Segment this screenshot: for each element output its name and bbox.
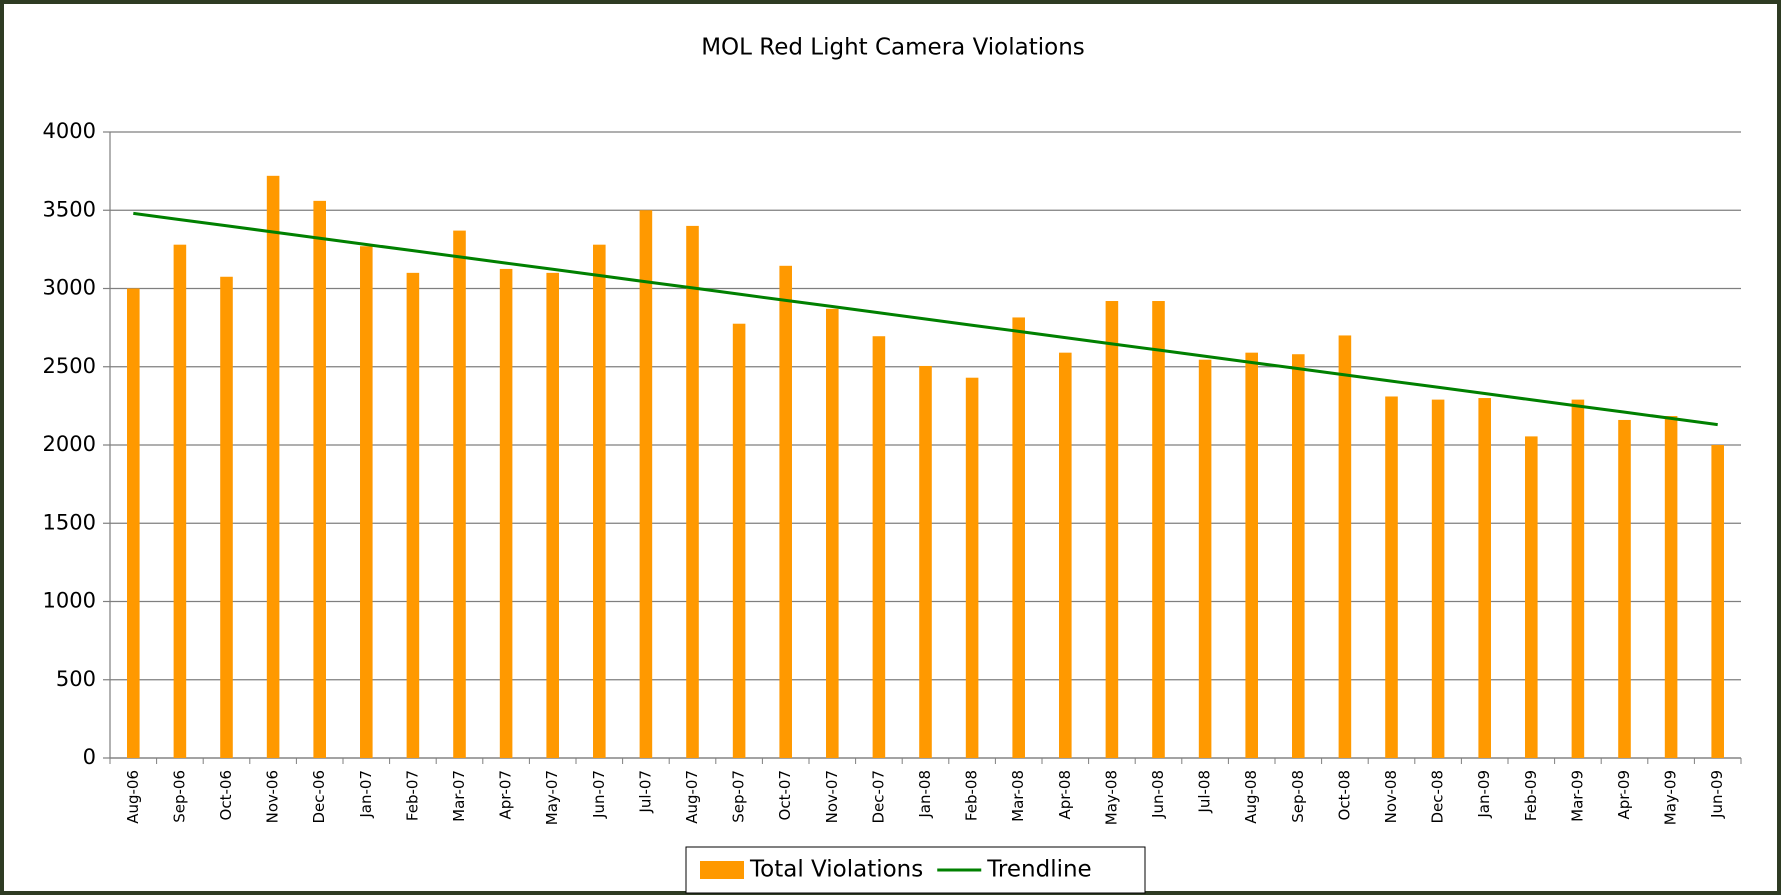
bar [1664, 416, 1678, 758]
x-tick-label: Jan-07 [357, 770, 375, 819]
x-tick-label: Mar-08 [1009, 770, 1027, 822]
bar [1152, 301, 1165, 758]
bar [1711, 445, 1724, 758]
x-tick-label: May-09 [1662, 770, 1680, 825]
x-tick-label: Jul-07 [636, 770, 654, 814]
bar [313, 200, 326, 759]
x-tick-label: Sep-08 [1289, 770, 1307, 823]
x-tick-label: Jun-08 [1149, 770, 1167, 819]
bar [593, 244, 606, 758]
x-tick-label: Mar-07 [450, 770, 468, 822]
bar [173, 244, 187, 758]
x-tick-label: Feb-07 [403, 770, 421, 821]
bar [919, 365, 932, 758]
bar [266, 175, 280, 758]
bar [453, 230, 466, 759]
x-tick-label: Jan-08 [916, 770, 934, 819]
x-tick-label: Jul-08 [1196, 770, 1214, 814]
y-tick-label: 3500 [43, 197, 96, 221]
bar [546, 272, 559, 758]
bar [220, 276, 233, 758]
bar [499, 268, 513, 758]
y-tick-label: 0 [83, 745, 96, 769]
bar [826, 308, 839, 758]
y-tick-label: 2500 [43, 354, 96, 378]
x-tick-label: Oct-06 [217, 770, 235, 820]
bar [1059, 352, 1072, 758]
legend-label: Trendline [986, 857, 1091, 883]
x-tick-label: Apr-09 [1615, 770, 1633, 820]
x-tick-label: Apr-07 [497, 770, 515, 820]
x-tick-label: Nov-08 [1382, 770, 1400, 823]
bar [1198, 359, 1212, 758]
x-tick-label: Aug-08 [1242, 770, 1260, 824]
bar [1012, 317, 1025, 758]
bar [360, 246, 373, 758]
trend-line [133, 211, 1718, 427]
x-tick-label: Feb-09 [1522, 770, 1540, 821]
x-tick-label: Jun-07 [590, 770, 608, 819]
x-tick-label: Nov-07 [823, 770, 841, 823]
bar [965, 377, 979, 758]
x-tick-label: Feb-08 [963, 770, 981, 821]
bar [1385, 396, 1398, 758]
bar [779, 265, 792, 758]
x-tick-label: Sep-07 [730, 770, 748, 823]
legend-swatch [700, 861, 744, 879]
x-tick-label: May-07 [543, 770, 561, 825]
bar [1292, 354, 1305, 758]
bar [1245, 352, 1258, 758]
legend-label: Total Violations [749, 857, 923, 883]
bar [406, 272, 420, 758]
bar [732, 323, 746, 758]
y-tick-label: 1500 [43, 510, 96, 534]
y-tick-label: 3000 [43, 276, 96, 300]
legend-box [685, 846, 1146, 894]
bar [1431, 399, 1445, 758]
x-tick-label: Aug-07 [683, 770, 701, 824]
x-tick-label: Jun-09 [1708, 770, 1726, 819]
bar [1478, 398, 1491, 758]
x-tick-label: Mar-09 [1568, 770, 1586, 822]
y-tick-label: 1000 [43, 589, 96, 613]
bar [639, 210, 653, 758]
y-tick-label: 2000 [43, 432, 96, 456]
y-tick-label: 500 [56, 667, 96, 691]
bar [872, 336, 886, 758]
x-tick-label: Apr-08 [1056, 770, 1074, 820]
bar [1105, 301, 1119, 758]
x-tick-label: Jan-09 [1475, 770, 1493, 819]
y-tick-label: 4000 [43, 119, 96, 143]
x-tick-label: May-08 [1102, 770, 1120, 825]
x-tick-label: Aug-06 [124, 770, 142, 824]
bar [1525, 436, 1538, 758]
x-tick-label: Dec-06 [310, 770, 328, 824]
bar [686, 225, 699, 758]
x-tick-label: Sep-06 [170, 770, 188, 823]
bar [1571, 399, 1585, 758]
x-tick-label: Dec-07 [869, 770, 887, 824]
x-tick-label: Dec-08 [1429, 770, 1447, 824]
x-tick-label: Oct-08 [1335, 770, 1353, 820]
x-tick-label: Oct-07 [776, 770, 794, 820]
chart-title: MOL Red Light Camera Violations [701, 35, 1085, 61]
bar [127, 288, 140, 758]
x-tick-label: Nov-06 [264, 770, 282, 823]
bar [1618, 419, 1631, 758]
bar [1338, 335, 1352, 758]
